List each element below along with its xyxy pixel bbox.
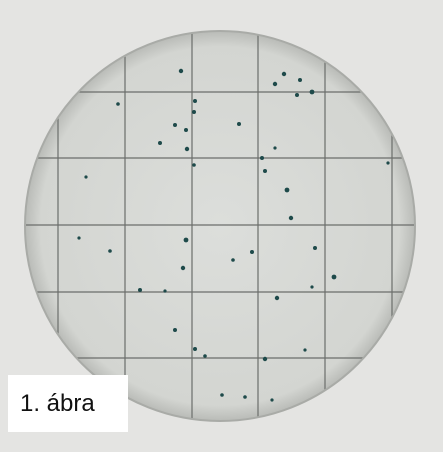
caption: 1. ábra [8,375,128,432]
colonies [77,68,390,402]
dish [24,30,416,422]
